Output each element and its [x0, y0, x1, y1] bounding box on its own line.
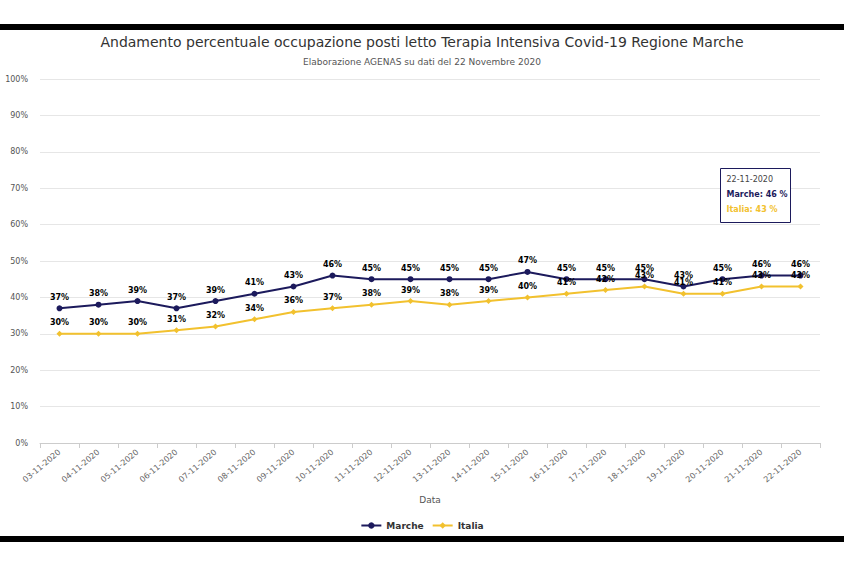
svg-text:30%: 30%	[50, 318, 69, 327]
svg-text:50%: 50%	[10, 257, 28, 266]
svg-text:100%: 100%	[5, 75, 28, 84]
svg-text:40%: 40%	[518, 282, 537, 291]
svg-text:43%: 43%	[673, 271, 694, 280]
svg-text:42%: 42%	[596, 275, 615, 284]
svg-text:70%: 70%	[10, 184, 28, 193]
svg-text:39%: 39%	[479, 286, 498, 295]
svg-text:37%: 37%	[167, 293, 186, 302]
svg-text:13-11-2020: 13-11-2020	[411, 448, 452, 485]
svg-text:10%: 10%	[10, 402, 28, 411]
svg-text:22-11-2020: 22-11-2020	[727, 175, 774, 184]
svg-text:31%: 31%	[167, 315, 186, 324]
svg-text:37%: 37%	[50, 293, 69, 302]
svg-text:46%: 46%	[323, 260, 342, 269]
svg-text:Italia: 43 %: Italia: 43 %	[727, 205, 778, 214]
svg-text:04-11-2020: 04-11-2020	[60, 448, 101, 485]
svg-text:43%: 43%	[791, 271, 810, 280]
svg-text:45%: 45%	[479, 264, 498, 273]
svg-text:39%: 39%	[401, 286, 420, 295]
svg-text:19-11-2020: 19-11-2020	[645, 448, 686, 485]
svg-text:45%: 45%	[713, 264, 732, 273]
svg-text:11-11-2020: 11-11-2020	[333, 448, 374, 485]
svg-text:30%: 30%	[128, 318, 147, 327]
svg-text:20%: 20%	[10, 366, 28, 375]
svg-text:38%: 38%	[440, 289, 459, 298]
svg-text:30%: 30%	[89, 318, 108, 327]
svg-text:20-11-2020: 20-11-2020	[684, 448, 725, 485]
svg-text:03-11-2020: 03-11-2020	[21, 448, 62, 485]
svg-text:40%: 40%	[10, 293, 28, 302]
svg-text:10-11-2020: 10-11-2020	[294, 448, 335, 485]
svg-text:45%: 45%	[362, 264, 381, 273]
svg-text:17-11-2020: 17-11-2020	[567, 448, 608, 485]
svg-text:47%: 47%	[518, 256, 537, 265]
svg-text:45%: 45%	[440, 264, 459, 273]
svg-text:36%: 36%	[284, 296, 303, 305]
svg-text:09-11-2020: 09-11-2020	[255, 448, 296, 485]
svg-text:43%: 43%	[284, 271, 303, 280]
svg-text:45%: 45%	[596, 264, 615, 273]
svg-text:43%: 43%	[635, 271, 654, 280]
svg-text:14-11-2020: 14-11-2020	[450, 448, 491, 485]
svg-text:07-11-2020: 07-11-2020	[177, 448, 218, 485]
svg-text:18-11-2020: 18-11-2020	[606, 448, 647, 485]
svg-text:46%: 46%	[791, 260, 810, 269]
svg-text:60%: 60%	[10, 220, 28, 229]
svg-text:41%: 41%	[713, 278, 732, 287]
svg-text:05-11-2020: 05-11-2020	[99, 448, 140, 485]
svg-text:32%: 32%	[206, 311, 225, 320]
svg-text:34%: 34%	[245, 304, 264, 313]
svg-text:41%: 41%	[245, 278, 264, 287]
svg-text:45%: 45%	[634, 263, 655, 273]
svg-text:06-11-2020: 06-11-2020	[138, 448, 179, 485]
svg-text:Andamento percentuale occupazi: Andamento percentuale occupazione posti …	[100, 34, 743, 50]
svg-text:Italia: Italia	[458, 521, 484, 531]
svg-text:Marche: Marche	[386, 521, 423, 531]
svg-text:37%: 37%	[323, 293, 342, 302]
svg-text:43%: 43%	[752, 271, 771, 280]
svg-text:38%: 38%	[89, 289, 108, 298]
svg-text:0%: 0%	[15, 439, 28, 448]
svg-text:45%: 45%	[557, 264, 576, 273]
svg-text:21-11-2020: 21-11-2020	[723, 448, 764, 485]
svg-text:90%: 90%	[10, 111, 28, 120]
svg-text:16-11-2020: 16-11-2020	[528, 448, 569, 485]
svg-text:30%: 30%	[10, 329, 28, 338]
svg-text:80%: 80%	[10, 147, 28, 156]
svg-text:Marche: 46 %: Marche: 46 %	[727, 190, 788, 199]
svg-text:38%: 38%	[362, 289, 381, 298]
svg-text:Data: Data	[419, 495, 441, 505]
svg-text:41%: 41%	[674, 278, 693, 287]
svg-text:12-11-2020: 12-11-2020	[372, 448, 413, 485]
svg-text:22-11-2020: 22-11-2020	[762, 448, 803, 485]
svg-text:39%: 39%	[128, 286, 147, 295]
svg-text:41%: 41%	[557, 278, 576, 287]
svg-text:45%: 45%	[401, 264, 420, 273]
svg-text:39%: 39%	[206, 286, 225, 295]
svg-text:46%: 46%	[752, 260, 771, 269]
svg-text:08-11-2020: 08-11-2020	[216, 448, 257, 485]
svg-text:15-11-2020: 15-11-2020	[489, 448, 530, 485]
svg-text:Elaborazione AGENAS su dati de: Elaborazione AGENAS su dati del 22 Novem…	[303, 57, 541, 67]
